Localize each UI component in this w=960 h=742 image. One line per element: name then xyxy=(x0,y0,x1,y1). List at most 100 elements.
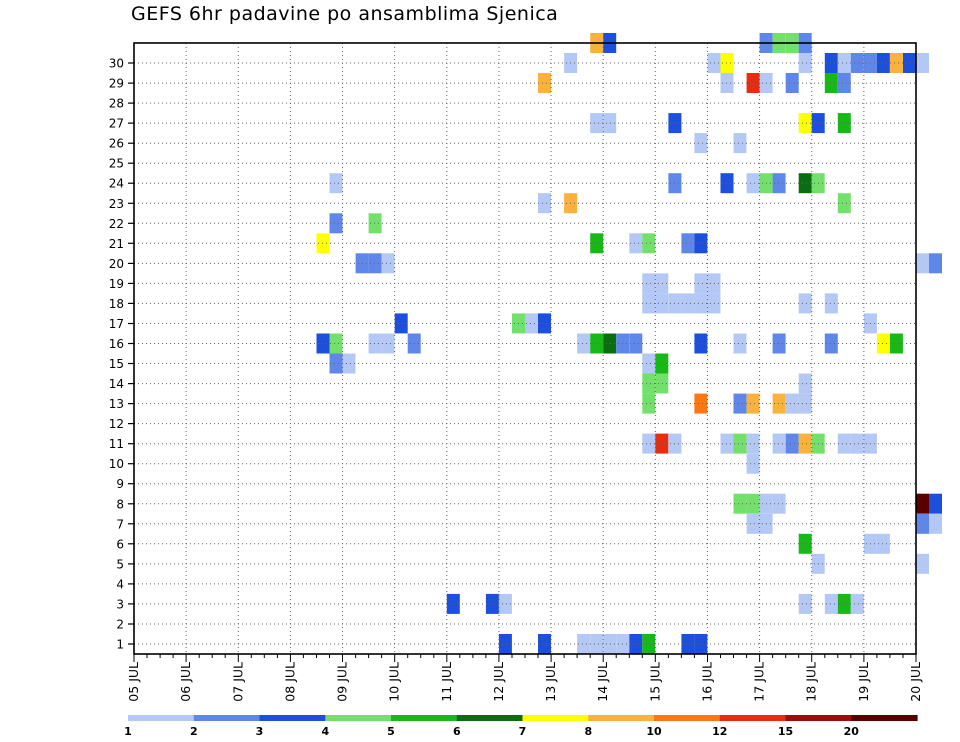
colorbar-label: 15 xyxy=(778,725,793,738)
precip-cell xyxy=(629,634,643,654)
precip-cell xyxy=(785,73,799,93)
y-tick-label: 30 xyxy=(109,57,124,71)
x-tick-label: 05 JUL xyxy=(126,662,141,702)
precip-cell xyxy=(694,133,708,154)
precip-cell xyxy=(368,333,382,354)
colorbar-label: 8 xyxy=(584,725,592,738)
precip-cell xyxy=(642,433,656,454)
precip-cell xyxy=(694,634,708,654)
precip-cell xyxy=(694,333,708,354)
precip-cell xyxy=(642,373,656,394)
precip-cell xyxy=(498,634,512,654)
y-tick-label: 13 xyxy=(109,397,124,411)
y-tick-label: 15 xyxy=(109,357,124,371)
precip-cell xyxy=(916,253,929,274)
precip-cell xyxy=(929,493,942,514)
precip-cell xyxy=(733,333,747,354)
colorbar-swatch xyxy=(522,715,589,721)
y-tick-label: 9 xyxy=(116,477,124,491)
precip-cell xyxy=(746,513,760,534)
colorbar-swatch xyxy=(193,715,261,721)
colorbar-label: 3 xyxy=(256,725,264,738)
colorbar-label: 10 xyxy=(646,725,662,738)
x-tick-label: 12 JUL xyxy=(491,662,506,702)
colorbar-swatch xyxy=(391,715,458,721)
precip-cell xyxy=(916,493,929,514)
precip-cell xyxy=(903,53,916,73)
y-tick-label: 5 xyxy=(116,557,124,571)
precip-cell xyxy=(837,113,851,134)
precip-cell xyxy=(798,393,812,414)
precip-cell xyxy=(681,233,695,254)
x-tick-label: 20 JUL xyxy=(908,662,923,702)
precip-cell xyxy=(798,373,812,394)
precip-cell xyxy=(694,293,708,314)
y-tick-label: 21 xyxy=(109,237,124,251)
precip-cell xyxy=(538,634,551,654)
precip-cell xyxy=(342,353,356,374)
precip-cell xyxy=(929,253,942,274)
colorbar-swatch xyxy=(785,715,852,721)
y-tick-label: 26 xyxy=(109,137,124,151)
colorbar-label: 1 xyxy=(124,725,132,738)
precip-cell xyxy=(655,273,669,294)
precip-cell xyxy=(837,53,851,73)
precip-cell xyxy=(329,333,343,354)
precip-cell xyxy=(655,353,669,374)
precip-cell xyxy=(642,634,656,654)
y-tick-label: 22 xyxy=(109,217,124,231)
y-tick-label: 19 xyxy=(109,277,124,291)
y-tick-label: 27 xyxy=(109,117,124,131)
y-tick-label: 11 xyxy=(109,437,124,451)
colorbar-swatch xyxy=(259,715,326,721)
precip-cell xyxy=(681,293,695,314)
precip-cell xyxy=(772,333,786,354)
precip-cell xyxy=(876,333,890,354)
precip-cell xyxy=(655,373,669,394)
precip-cell xyxy=(603,113,617,134)
y-tick-label: 12 xyxy=(109,417,124,431)
precip-cell xyxy=(694,233,708,254)
precip-cell xyxy=(629,333,643,354)
x-tick-label: 18 JUL xyxy=(804,662,819,702)
y-tick-label: 17 xyxy=(109,317,124,331)
precip-cell xyxy=(798,113,812,134)
colorbar-label: 4 xyxy=(321,725,329,738)
y-tick-label: 8 xyxy=(116,497,124,511)
colorbar-label: 6 xyxy=(453,725,461,738)
precip-cell xyxy=(485,593,499,614)
y-tick-label: 4 xyxy=(116,577,124,591)
precip-cell xyxy=(798,533,812,554)
precip-cell xyxy=(746,73,760,93)
precip-cell xyxy=(837,193,851,214)
precip-cell xyxy=(590,233,604,254)
precip-cell xyxy=(746,393,760,414)
precip-cell xyxy=(381,253,395,274)
precip-cell xyxy=(824,53,838,73)
y-tick-label: 29 xyxy=(109,77,124,91)
colorbar-swatch xyxy=(128,715,195,721)
precip-cell xyxy=(785,393,799,414)
y-tick-label: 1 xyxy=(116,638,124,652)
precip-cell xyxy=(798,53,812,73)
precip-cell xyxy=(642,233,656,254)
precip-cell xyxy=(733,393,747,414)
y-tick-label: 3 xyxy=(116,597,124,611)
precip-cell xyxy=(446,593,460,614)
y-tick-label: 25 xyxy=(109,157,124,171)
precip-cell xyxy=(876,53,890,73)
precip-cell xyxy=(733,493,747,514)
precip-cell xyxy=(746,493,760,514)
y-tick-label: 28 xyxy=(109,97,124,111)
y-tick-label: 6 xyxy=(116,537,124,551)
precip-cell xyxy=(603,634,617,654)
precip-cell xyxy=(929,513,942,534)
y-tick-label: 10 xyxy=(109,457,124,471)
precip-cell xyxy=(850,53,864,73)
colorbar-swatch xyxy=(588,715,655,721)
precip-cell xyxy=(381,333,395,354)
precip-cell xyxy=(798,293,812,314)
y-tick-label: 7 xyxy=(116,517,124,531)
precip-cell xyxy=(824,73,838,93)
